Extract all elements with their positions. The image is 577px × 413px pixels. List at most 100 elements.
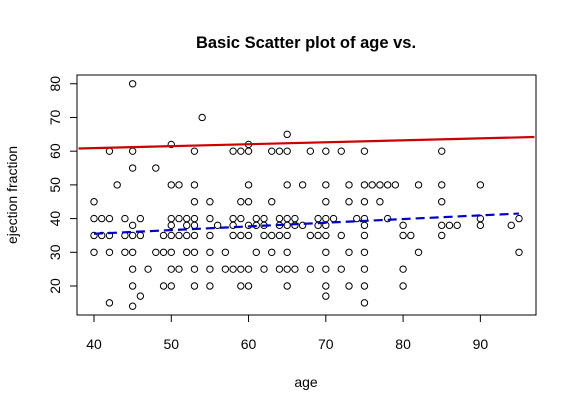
data-point <box>306 147 315 155</box>
data-point <box>360 198 369 206</box>
data-point <box>306 265 315 273</box>
data-point <box>167 221 175 230</box>
data-point <box>90 231 98 240</box>
data-point <box>167 231 175 240</box>
data-point <box>175 265 183 273</box>
data-point <box>515 248 523 257</box>
data-point <box>345 248 353 257</box>
data-point <box>399 282 407 290</box>
data-point <box>183 221 191 230</box>
data-point <box>237 147 245 155</box>
data-point <box>337 231 345 240</box>
data-point <box>376 198 384 206</box>
data-point <box>229 265 237 273</box>
data-point <box>128 231 137 240</box>
data-point <box>275 214 284 223</box>
data-point <box>98 214 106 223</box>
data-point <box>360 282 369 290</box>
data-point <box>183 231 191 240</box>
data-point <box>128 282 137 290</box>
data-point <box>275 231 284 240</box>
data-point <box>190 147 199 155</box>
y-axis-label: ejection fraction <box>4 146 20 244</box>
data-point <box>90 214 98 223</box>
data-point <box>407 231 415 240</box>
data-point <box>260 214 268 223</box>
data-point <box>414 181 423 189</box>
data-point <box>337 147 345 155</box>
data-point <box>159 282 168 290</box>
x-axis: 40 50 60 70 80 90 <box>86 314 489 352</box>
data-point <box>175 181 183 189</box>
data-point <box>360 181 369 189</box>
data-point <box>329 214 338 223</box>
data-point <box>167 282 175 290</box>
plot-frame <box>76 74 537 316</box>
data-point <box>345 181 353 189</box>
data-point <box>360 231 369 240</box>
data-point <box>453 221 461 230</box>
data-point <box>345 282 353 290</box>
data-point <box>121 214 129 223</box>
x-tick-label: 90 <box>473 336 489 352</box>
data-point <box>190 221 199 230</box>
data-point <box>476 181 485 189</box>
y-tick-label: 30 <box>47 244 63 260</box>
data-point <box>438 221 446 230</box>
data-point <box>128 302 137 310</box>
data-point <box>391 181 400 189</box>
y-tick-label: 60 <box>47 143 63 159</box>
data-point <box>438 231 446 240</box>
data-point <box>229 231 237 240</box>
data-point <box>283 147 291 155</box>
data-point <box>268 231 276 240</box>
data-point <box>206 214 214 223</box>
data-point <box>298 181 307 189</box>
data-point <box>136 214 145 223</box>
fit-lines <box>78 135 535 235</box>
scatter-points <box>90 80 523 310</box>
y-tick-label: 70 <box>47 109 63 125</box>
y-tick-label: 40 <box>47 211 63 227</box>
y-tick-label: 50 <box>47 177 63 193</box>
data-point <box>167 181 175 189</box>
data-point <box>152 248 160 257</box>
data-point <box>237 214 245 223</box>
data-point <box>237 198 245 206</box>
data-point <box>206 198 214 206</box>
data-point <box>128 221 137 230</box>
data-point <box>244 147 253 155</box>
data-point <box>229 147 237 155</box>
data-point <box>128 164 137 172</box>
y-tick-label: 80 <box>47 76 63 92</box>
data-point <box>183 248 191 257</box>
data-point <box>445 221 454 230</box>
data-point <box>183 214 191 223</box>
data-point <box>314 231 322 240</box>
data-point <box>360 248 369 257</box>
chart-title: Basic Scatter plot of age vs. <box>196 34 416 52</box>
data-point <box>438 147 446 155</box>
data-point <box>414 248 423 257</box>
data-point <box>314 214 322 223</box>
data-point <box>206 248 214 257</box>
data-point <box>121 248 129 257</box>
x-tick-label: 40 <box>86 336 102 352</box>
data-point <box>283 181 291 189</box>
data-point <box>376 181 384 189</box>
data-point <box>368 181 376 189</box>
data-point <box>283 130 291 139</box>
data-point <box>322 292 330 300</box>
data-point <box>190 248 199 257</box>
data-point <box>105 299 114 307</box>
data-point <box>283 265 291 273</box>
data-point <box>252 214 260 223</box>
data-point <box>244 198 253 206</box>
data-point <box>244 282 253 290</box>
data-point <box>507 221 515 230</box>
data-point <box>128 248 137 257</box>
data-point <box>360 221 369 230</box>
data-point <box>229 214 237 223</box>
data-point <box>244 231 253 240</box>
